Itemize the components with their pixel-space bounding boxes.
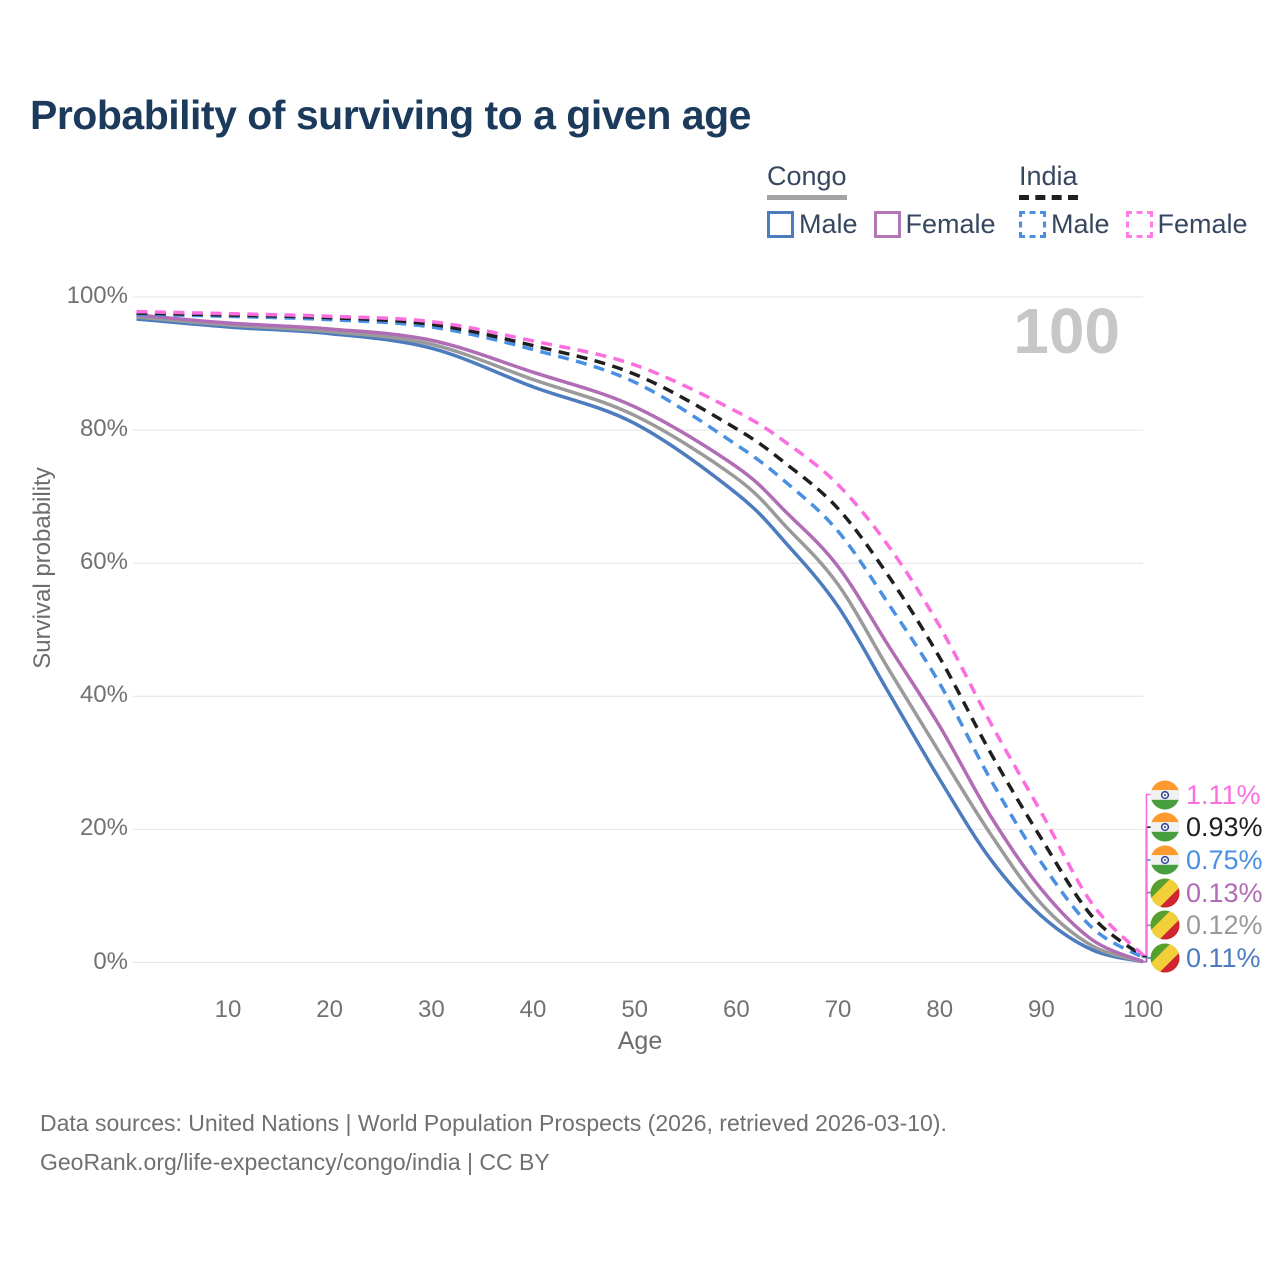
x-tick-label-10: 10 (214, 996, 242, 1023)
legend-item-india_male[interactable]: Male (1019, 209, 1110, 240)
end-label-india_both[interactable]: 0.93% (1150, 812, 1263, 842)
legend-item-congo_female[interactable]: Female (873, 209, 996, 240)
series-line-india_female[interactable] (136, 309, 1145, 957)
leader-line-india_female (1143, 793, 1154, 956)
legend-label-india_male: Male (1051, 209, 1110, 239)
series-line-india_male[interactable] (136, 312, 1144, 960)
end-label-value: 0.13% (1186, 877, 1263, 908)
end-label-value: 0.12% (1186, 910, 1263, 941)
end-label-india_female[interactable]: 1.11% (1150, 780, 1261, 810)
legend-item-india_female[interactable]: Female (1125, 209, 1248, 240)
legend-swatch-india_male (1019, 211, 1046, 238)
india-flag-icon (1150, 845, 1180, 875)
congo-flag-icon (1150, 910, 1180, 940)
x-tick-label-50: 50 (621, 996, 649, 1023)
india-flag-icon (1150, 780, 1180, 809)
congo-flag-icon (1150, 878, 1180, 908)
legend-label-india_female: Female (1157, 209, 1248, 239)
y-tick-label-80: 80% (79, 415, 128, 443)
end-label-value: 0.93% (1186, 812, 1263, 843)
x-axis-title: Age (617, 1027, 663, 1055)
legend-swatch-congo_male (767, 211, 794, 238)
x-tick-label-90: 90 (1028, 996, 1055, 1023)
end-label-value: 0.75% (1186, 844, 1263, 875)
legend-items-congo: Male Female (767, 209, 996, 240)
legend-header-india[interactable]: India (1019, 161, 1078, 200)
y-tick-label-20: 20% (79, 814, 128, 842)
legend-item-congo_male[interactable]: Male (767, 209, 858, 240)
y-tick-label-60: 60% (79, 548, 128, 576)
y-tick-label-100: 100% (66, 282, 128, 309)
x-tick-label-60: 60 (723, 996, 750, 1023)
end-label-congo_both[interactable]: 0.12% (1150, 910, 1263, 940)
y-axis-title: Survival probability (29, 467, 56, 669)
india-flag-icon (1150, 812, 1180, 842)
x-tick-label-100: 100 (1123, 996, 1164, 1023)
x-tick-label-40: 40 (519, 996, 547, 1023)
legend-swatch-india_female (1125, 211, 1153, 238)
legend-group-congo: Congo Male Female (767, 161, 996, 240)
legend-label-congo_male: Male (799, 209, 858, 239)
footer-note: Data sources: United Nations | World Pop… (40, 1104, 947, 1182)
end-label-value: 1.11% (1186, 779, 1261, 810)
legend-group-india: India Male Female (1019, 161, 1248, 240)
end-label-india_male[interactable]: 0.75% (1150, 845, 1263, 875)
x-tick-label-30: 30 (417, 996, 445, 1023)
legend-items-india: Male Female (1019, 209, 1248, 240)
legend-header-congo[interactable]: Congo (767, 161, 847, 200)
legend-label-congo_female: Female (905, 209, 996, 239)
data-sources-line: Data sources: United Nations | World Pop… (40, 1110, 947, 1136)
y-tick-label-0: 0% (93, 947, 128, 975)
y-tick-label-40: 40% (79, 681, 128, 709)
series-line-congo_female[interactable] (136, 313, 1144, 964)
end-label-congo_female[interactable]: 0.13% (1150, 878, 1263, 908)
x-tick-label-20: 20 (316, 996, 343, 1023)
x-tick-label-70: 70 (824, 996, 852, 1023)
congo-flag-icon (1150, 943, 1180, 973)
end-label-congo_male[interactable]: 0.11% (1150, 943, 1261, 973)
end-label-value: 0.11% (1186, 943, 1261, 973)
series-line-congo_both[interactable] (136, 315, 1144, 964)
x-tick-label-80: 80 (926, 996, 954, 1023)
legend-swatch-congo_female (873, 211, 901, 238)
age-watermark: 100 (1013, 295, 1120, 367)
series-line-congo_male[interactable] (136, 317, 1144, 964)
series-line-india_both[interactable] (136, 311, 1145, 958)
chart-title: Probability of surviving to a given age (30, 92, 751, 138)
source-url-line: GeoRank.org/life-expectancy/congo/india … (40, 1149, 550, 1175)
